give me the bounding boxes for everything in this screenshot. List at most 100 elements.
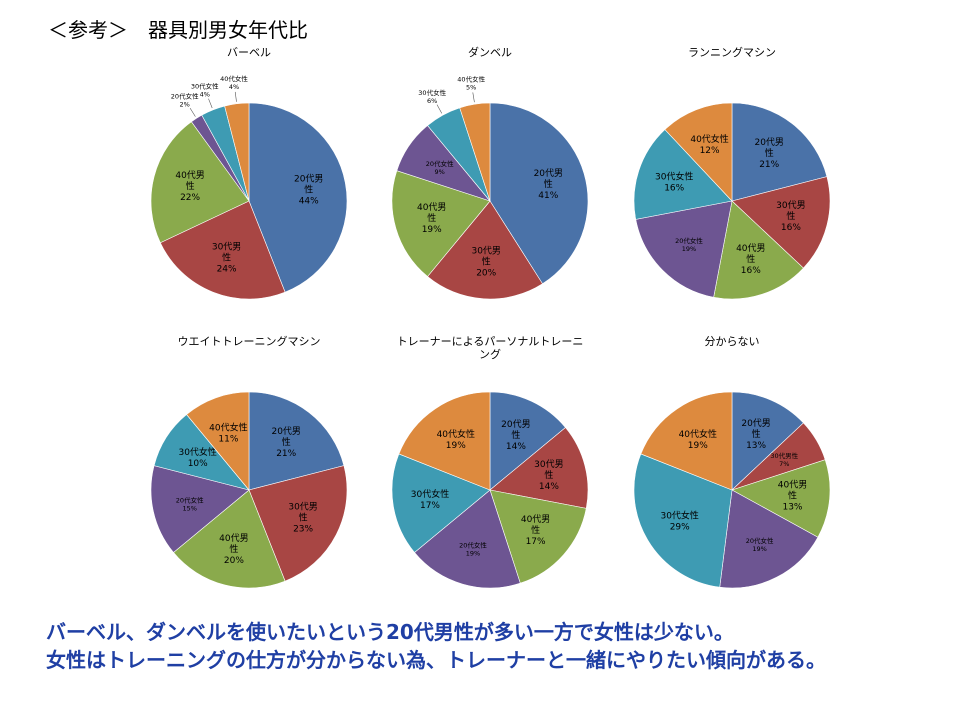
pie-slice-30--1 [248,465,348,582]
slice-label: 20代女性 19% [746,536,774,553]
pie-slice-40--2 [391,170,491,277]
chart-title-line: ウエイトトレーニングマシン [177,335,321,348]
slice-label: 20代男性 41% [534,168,563,201]
pie-slice-40--5 [664,102,733,202]
chart-title: ランニングマシン [582,46,882,59]
pie-svg: 20代男性 44% 30代男性 24% 40代男性 22% 20代女性 2%30代女性 4%40… [150,74,348,300]
pie-slice-30--1 [731,176,831,269]
pie-svg: 20代男性 41% 30代男性 20% 40代男性 19% 20代女性 9% 30代女性 6% 40… [391,75,589,300]
chart-title-line: 分からない [704,335,760,348]
page-heading: ＜参考＞ 器具別男女年代比 [48,18,308,42]
slice-label: 30代女性 29% [660,509,698,532]
pie-slice-20--0 [248,391,345,491]
slice-label: 20代女性 2% [171,92,199,109]
pie-slice-40--5 [398,391,491,491]
pie-slice-30--1 [427,200,543,300]
chart-title-line: ング [479,348,501,361]
slice-label: 40代女性 11% [209,421,247,444]
pie-slice-40--2 [150,121,250,244]
pie-svg: 20代男性 21% 30代男性 23% 40代男性 20% 20代女性 15% 30代女性 10%… [150,391,348,589]
leader-line [234,91,237,102]
conclusion-line: バーベル、ダンベルを使いたいという20代男性が多い一方で女性は少ない。 [46,620,734,644]
chart-title: ウエイトトレーニングマシン [99,335,399,348]
pie-slice-20--0 [731,102,828,202]
slice-label: 40代女性 19% [437,428,475,451]
pie-slice-40--5 [459,102,491,202]
slice-label: 30代男性 23% [288,502,317,535]
slice-label: 40代女性 5% [457,75,485,92]
slice-label: 40代女性 12% [690,133,728,156]
pie-slice-30--1 [489,427,589,509]
slice-label: 20代男性 21% [271,426,300,459]
slice-label: 30代男性 20% [471,246,500,279]
slice-label: 30代男性 7% [770,451,798,468]
conclusion-text: バーベル、ダンベルを使いたいという20代男性が多い一方で女性は少ない。 女性はト… [46,618,926,674]
chart-title-line: トレーナーによるパーソナルトレーニ [396,335,584,348]
slice-label: 20代女性 19% [459,540,487,557]
pie-svg: 20代男性 14%30代男性 14% 40代男性 17% 20代女性 19% 30代女性 17%… [391,391,589,589]
pie-slice-30--4 [633,129,733,220]
pie-slice-20--3 [414,489,521,589]
slice-label: 20代女性 15% [176,495,204,512]
pie-slice-20--0 [489,102,589,285]
slice-label: 30代女性 4% [191,81,219,98]
slice-label: 30代女性 17% [411,488,449,511]
slice-label: 40代男性 13% [778,480,807,513]
pie-slice-30--1 [159,200,286,300]
pie-slice-20--0 [731,391,804,491]
slice-label: 30代女性 10% [178,446,216,469]
slice-label: 30代女性 6% [418,88,446,105]
pie-chart-dumbbell: ダンベル 20代男性 41% 30代男性 20% 40代男性 19% 20代女性 9% 30代女… [340,46,640,316]
slice-label: 20代男性 14% [501,419,530,452]
pie-chart-running-machine: ランニングマシン 20代男性 21% 30代男性 16% 40代男性 16% 20代女性 19… [582,46,882,316]
pie-slice-20--3 [719,489,819,589]
pie-slice-40--2 [173,489,286,589]
slice-label: 30代男性 24% [212,242,241,275]
slice-label: 20代男性 44% [294,174,323,207]
pie-slice-20--0 [248,102,348,293]
pie-slice-40--5 [186,391,250,491]
slice-label: 20代女性 19% [675,236,703,253]
slice-label: 40代男性 17% [521,514,550,547]
slice-label: 20代男性 21% [754,137,783,170]
slice-label: 20代男性 13% [741,418,770,451]
pie-slice-20--0 [489,391,566,491]
slice-label: 40代男性 22% [175,170,204,203]
pie-svg: 20代男性 21% 30代男性 16% 40代男性 16% 20代女性 19% 30代女性 16%… [633,102,831,300]
chart-title: 分からない [582,335,882,348]
leader-line [208,98,213,109]
chart-title: トレーナーによるパーソナルトレーニ ング [340,335,640,361]
pie-chart-weight-machine: ウエイトトレーニングマシン 20代男性 21% 30代男性 23% 40代男性 20% 20… [99,335,399,605]
slice-label: 40代男性 16% [736,243,765,276]
pie-slice-40--2 [731,459,831,538]
slice-label: 40代女性 19% [679,428,717,451]
slice-label: 20代女性 9% [426,159,454,176]
chart-title-line: バーベル [227,46,271,59]
slice-label: 30代男性 16% [776,200,805,233]
chart-title-line: ダンベル [468,46,512,59]
slice-label: 40代女性 4% [220,74,248,91]
pie-slice-40--5 [224,102,250,202]
pie-slice-30--4 [633,453,733,588]
slice-label: 30代男性 14% [534,459,563,492]
pie-slice-40--2 [489,489,587,584]
leader-line [189,107,196,117]
pie-slice-30--4 [391,453,491,553]
pie-chart-personal-training: トレーナーによるパーソナルトレーニ ング 20代男性 14% 30代男性 14% 40代男… [340,335,640,605]
pie-slice-40--2 [713,200,804,300]
chart-title: ダンベル [340,46,640,59]
pie-svg: 20代男性 13%30代男性 7% 40代男性 13% 20代女性 19% 30代女性 29% 4… [633,391,831,589]
chart-title-line: ランニングマシン [688,46,776,59]
conclusion-line: 女性はトレーニングの仕方が分からない為、トレーナーと一緒にやりたい傾向がある。 [46,648,826,672]
pie-slice-20--3 [150,465,250,553]
pie-slice-40--5 [640,391,733,491]
leader-line [472,92,475,103]
pie-slice-20--3 [635,200,733,298]
slice-label: 40代男性 19% [417,202,446,235]
slice-label: 40代男性 20% [219,533,248,566]
chart-title: バーベル [99,46,399,59]
pie-chart-barbell: バーベル 20代男性 44% 30代男性 24% 40代男性 22% 20代女性 2% 30代女… [99,46,399,316]
slice-label: 30代女性 16% [655,171,693,194]
pie-chart-unknown: 分からない 20代男性 13% 30代男性 7% 40代男性 13% 20代女性 19% 30代… [582,335,882,605]
leader-line [436,104,443,114]
